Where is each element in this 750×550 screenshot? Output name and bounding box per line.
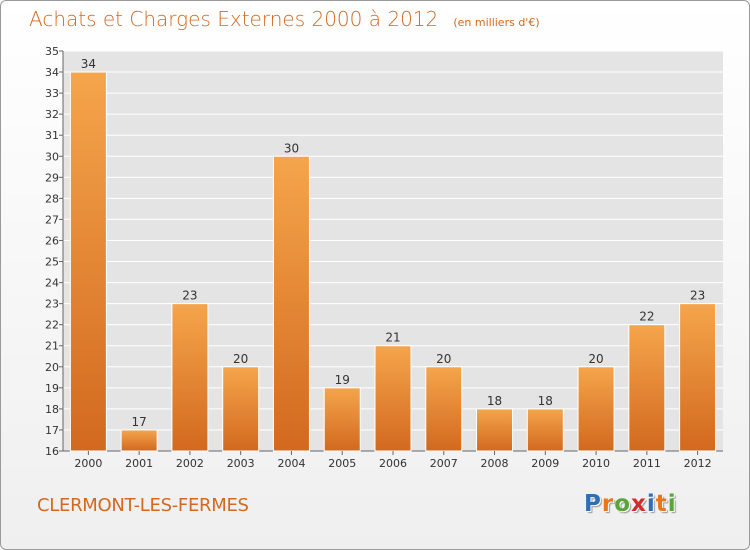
chart-subtitle: (en milliers d'€) [453,16,540,29]
y-tick-label: 25 [45,256,59,269]
y-tick-label: 20 [45,361,59,374]
x-tick-label: 2007 [430,457,458,470]
proxiti-logo[interactable]: Proxiti [584,491,677,517]
data-label: 21 [385,331,400,345]
y-tick-label: 22 [45,319,59,332]
x-tick-label: 2006 [379,457,407,470]
y-tick-label: 19 [45,382,59,395]
y-tick-label: 24 [45,277,59,290]
data-label: 20 [588,352,603,366]
x-tick-label: 2001 [125,457,153,470]
x-tick-label: 2009 [531,457,559,470]
y-tick-label: 17 [45,424,59,437]
data-label: 17 [132,415,147,429]
y-tick-label: 33 [45,87,59,100]
x-tick-label: 2002 [176,457,204,470]
data-label: 18 [538,394,553,408]
y-tick-label: 34 [45,66,59,79]
y-tick-label: 26 [45,234,59,247]
y-tick-label: 32 [45,108,59,121]
bar [577,366,615,452]
y-tick-label: 21 [45,340,59,353]
data-label: 34 [81,57,96,71]
bar [120,429,158,452]
data-label: 22 [639,310,654,324]
x-tick-label: 2011 [633,457,661,470]
data-label: 23 [690,289,705,303]
x-tick-label: 2008 [481,457,509,470]
x-tick-label: 2012 [684,457,712,470]
place-name: CLERMONT-LES-FERMES [37,495,249,516]
x-tick-label: 2010 [582,457,610,470]
title-row: Achats et Charges Externes 2000 à 2012 (… [29,7,540,31]
bar [628,324,666,452]
bar [69,71,107,452]
data-label: 30 [284,141,299,155]
data-label: 18 [487,394,502,408]
data-label: 20 [233,352,248,366]
y-tick-label: 28 [45,192,59,205]
x-tick-label: 2004 [277,457,305,470]
bar [374,345,412,452]
y-tick-label: 31 [45,129,59,142]
x-tick-label: 2003 [227,457,255,470]
bar [526,408,564,452]
y-tick-label: 29 [45,171,59,184]
y-tick-label: 30 [45,150,59,163]
y-tick-label: 35 [45,45,59,58]
chart-title: Achats et Charges Externes 2000 à 2012 [29,7,439,31]
x-tick-label: 2000 [74,457,102,470]
y-tick-label: 27 [45,213,59,226]
bar [272,155,310,452]
bar [222,366,260,452]
y-tick-label: 23 [45,298,59,311]
data-label: 20 [436,352,451,366]
data-label: 19 [335,373,350,387]
bar [171,303,209,452]
x-tick-label: 2005 [328,457,356,470]
bar [425,366,463,452]
y-tick-label: 18 [45,403,59,416]
data-label: 23 [182,289,197,303]
y-tick-label: 16 [45,445,59,458]
bar [679,303,717,452]
bar [476,408,514,452]
bar [323,387,361,452]
